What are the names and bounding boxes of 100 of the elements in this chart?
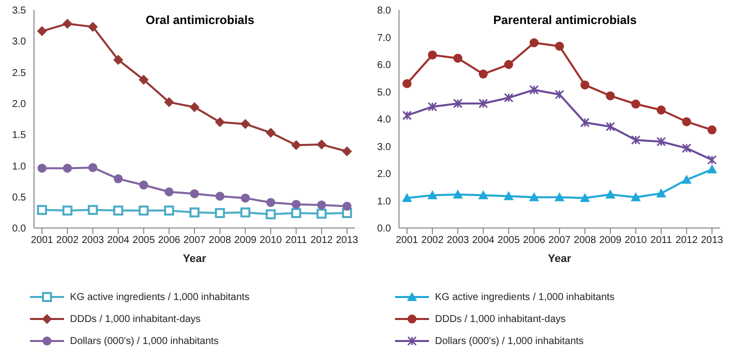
y-tick-label: 8.0 xyxy=(377,6,392,17)
point xyxy=(656,188,666,198)
x-tick-label: 2006 xyxy=(158,235,181,246)
point xyxy=(682,117,692,126)
x-tick-label: 2002 xyxy=(56,235,79,246)
point xyxy=(190,189,199,198)
point xyxy=(291,208,302,218)
point xyxy=(266,128,276,138)
point xyxy=(62,206,72,216)
y-tick-label: 1.5 xyxy=(12,130,26,142)
point xyxy=(402,110,412,120)
point xyxy=(402,79,412,88)
x-tick-label: 2013 xyxy=(336,235,359,246)
point xyxy=(478,98,488,108)
y-tick-label: 3.5 xyxy=(12,6,26,17)
x-tick-label: 2009 xyxy=(599,235,622,246)
point xyxy=(453,54,462,63)
point xyxy=(215,192,224,201)
x-tick-label: 2012 xyxy=(310,235,334,246)
point xyxy=(402,193,412,202)
point xyxy=(606,91,615,100)
point xyxy=(478,70,488,79)
point xyxy=(138,206,149,216)
point xyxy=(555,42,564,51)
x-tick-label: 2013 xyxy=(700,235,724,246)
x-tick-label: 2011 xyxy=(650,235,672,246)
x-tick-label: 2010 xyxy=(260,235,282,246)
y-tick-label: 2.0 xyxy=(377,169,392,180)
legend-label: KG active ingredients / 1,000 inhabitants xyxy=(435,292,615,302)
point xyxy=(316,140,327,150)
y-tick-label: 5.0 xyxy=(377,87,392,98)
point xyxy=(554,192,564,202)
point xyxy=(529,192,540,202)
x-tick-label: 2005 xyxy=(132,235,156,246)
point xyxy=(656,136,666,146)
point xyxy=(708,125,716,134)
point xyxy=(605,189,616,198)
point xyxy=(428,102,438,112)
point xyxy=(504,191,514,200)
point xyxy=(164,187,174,196)
point xyxy=(656,106,666,115)
point xyxy=(164,97,174,108)
point xyxy=(504,60,514,69)
point xyxy=(630,192,641,202)
point xyxy=(631,100,640,109)
x-tick-label: 2008 xyxy=(208,235,232,246)
point xyxy=(428,50,437,60)
point xyxy=(266,198,276,207)
point xyxy=(504,92,514,102)
point xyxy=(529,85,539,95)
point xyxy=(62,164,72,173)
point xyxy=(190,207,200,218)
y-tick-label: 7.0 xyxy=(377,32,392,44)
point xyxy=(138,74,149,85)
point xyxy=(452,189,463,198)
point xyxy=(342,202,352,211)
point xyxy=(342,146,352,156)
point xyxy=(606,122,616,132)
legend-label: Dollars (000's) / 1,000 inhabitants xyxy=(70,336,219,346)
point xyxy=(292,200,301,209)
point xyxy=(580,193,590,202)
point xyxy=(88,204,98,215)
point xyxy=(453,98,463,108)
point xyxy=(88,22,98,32)
point xyxy=(214,208,225,218)
x-tick-label: 2004 xyxy=(107,235,130,246)
point xyxy=(62,18,72,29)
point xyxy=(240,194,250,203)
x-axis-title: Year xyxy=(182,253,207,265)
chart-title: Oral antimicrobials xyxy=(146,13,255,27)
point xyxy=(240,207,250,218)
legend-label: DDDs / 1,000 inhabitant-days xyxy=(435,314,566,324)
point xyxy=(682,174,692,184)
y-tick-label: 1.0 xyxy=(12,161,26,172)
y-tick-label: 4.0 xyxy=(377,114,392,126)
y-tick-label: 6.0 xyxy=(377,60,392,72)
y-tick-label: 2.5 xyxy=(12,68,26,79)
y-tick-label: 0.5 xyxy=(12,192,26,204)
x-tick-label: 2007 xyxy=(183,235,206,246)
point xyxy=(88,163,98,172)
x-tick-label: 2005 xyxy=(498,235,520,246)
point xyxy=(266,209,276,220)
point xyxy=(478,190,488,200)
x-axis-title: Year xyxy=(548,253,572,265)
chart-title: Parenteral antimicrobials xyxy=(493,13,638,27)
point xyxy=(530,38,539,48)
point xyxy=(316,208,327,219)
x-tick-label: 2003 xyxy=(446,235,470,246)
point xyxy=(164,206,174,216)
point xyxy=(214,117,225,128)
x-tick-label: 2002 xyxy=(421,235,444,246)
y-tick-label: 3.0 xyxy=(12,36,26,48)
point xyxy=(139,180,148,190)
x-tick-label: 2004 xyxy=(472,235,495,246)
x-tick-label: 2001 xyxy=(30,235,54,246)
point xyxy=(190,102,200,112)
point xyxy=(631,135,640,145)
point xyxy=(427,190,438,200)
point xyxy=(580,118,590,128)
y-tick-label: 3.0 xyxy=(377,142,392,153)
